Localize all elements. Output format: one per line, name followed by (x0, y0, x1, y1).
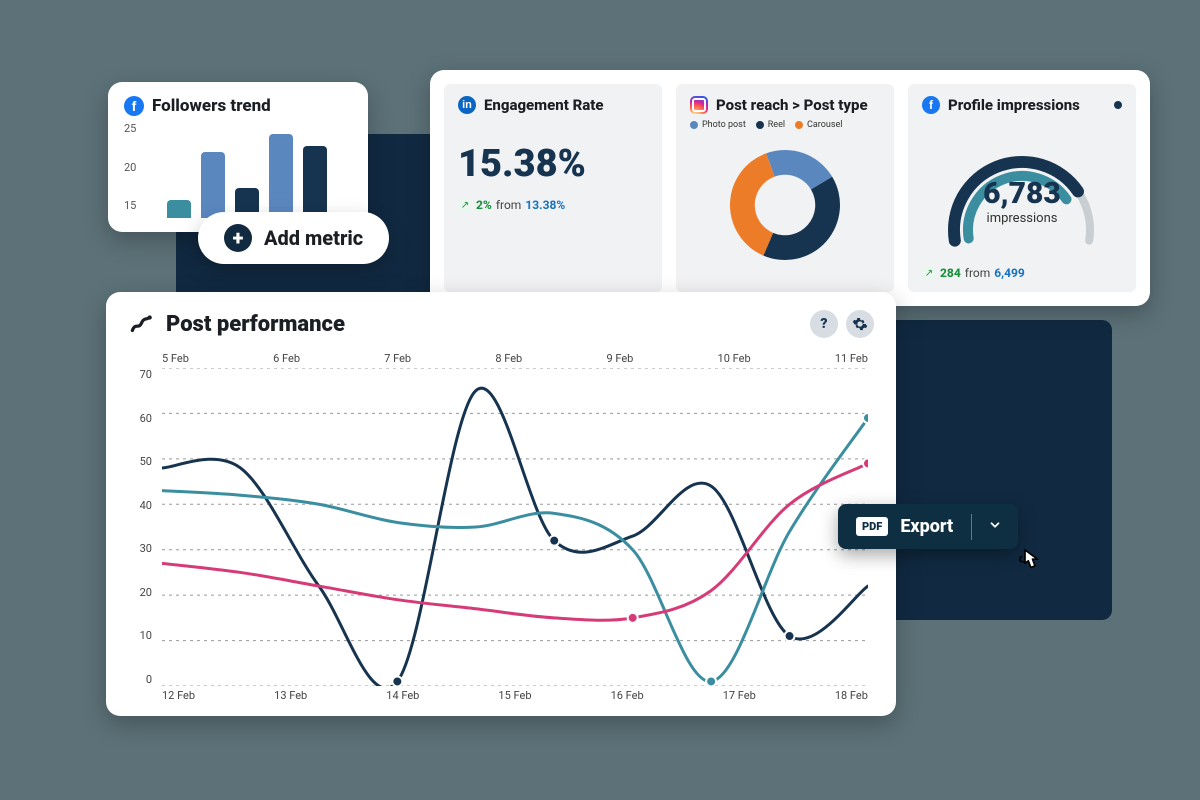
post-reach-donut (715, 135, 855, 275)
instagram-icon (690, 96, 708, 114)
engagement-value: 15.38% (458, 142, 648, 186)
export-label: Export (900, 516, 953, 537)
performance-title: Post performance (166, 312, 345, 337)
impressions-delta: ↗ 284 from 6,499 (922, 266, 1122, 280)
followers-trend-card[interactable]: f Followers trend 252015 (108, 82, 368, 232)
metrics-row-card: in Engagement Rate 15.38% ↗ 2% from 13.3… (430, 70, 1150, 306)
followers-bar-chart: 252015 (124, 116, 352, 218)
plus-icon: + (224, 224, 252, 252)
engagement-title: Engagement Rate (484, 96, 604, 114)
settings-button[interactable] (846, 310, 874, 338)
post-reach-card[interactable]: Post reach > Post type Photo postReelCar… (676, 84, 894, 292)
add-metric-label: Add metric (264, 226, 363, 250)
export-button[interactable]: PDF Export (838, 504, 1018, 549)
engagement-rate-card[interactable]: in Engagement Rate 15.38% ↗ 2% from 13.3… (444, 84, 662, 292)
engagement-delta: ↗ 2% from 13.38% (458, 198, 648, 212)
post-reach-title: Post reach > Post type (716, 96, 868, 114)
status-dot (1114, 101, 1122, 109)
facebook-icon: f (124, 96, 144, 116)
post-reach-legend: Photo postReelCarousel (690, 120, 880, 130)
help-button[interactable]: ? (810, 310, 838, 338)
add-metric-button[interactable]: + Add metric (198, 212, 389, 264)
facebook-icon: f (922, 96, 940, 114)
trend-up-icon: ↗ (458, 198, 472, 212)
performance-chart: 706050403020100 5 Feb6 Feb7 Feb8 Feb9 Fe… (128, 352, 874, 702)
linkedin-icon: in (458, 96, 476, 114)
export-dropdown-toggle[interactable] (972, 506, 1018, 548)
impressions-title: Profile impressions (948, 96, 1080, 114)
post-performance-card: Post performance ? 706050403020100 5 Feb… (106, 292, 896, 716)
impressions-value: 6,783 (908, 176, 1136, 211)
performance-icon (128, 311, 154, 337)
export-format-badge: PDF (856, 517, 888, 536)
followers-title: Followers trend (152, 96, 271, 116)
gear-icon (852, 316, 868, 332)
impressions-unit: impressions (908, 211, 1136, 226)
chevron-down-icon (988, 518, 1002, 532)
decor-block-2 (878, 320, 1112, 620)
impressions-card[interactable]: f Profile impressions 6,783 impressions … (908, 84, 1136, 292)
trend-up-icon: ↗ (922, 266, 936, 280)
